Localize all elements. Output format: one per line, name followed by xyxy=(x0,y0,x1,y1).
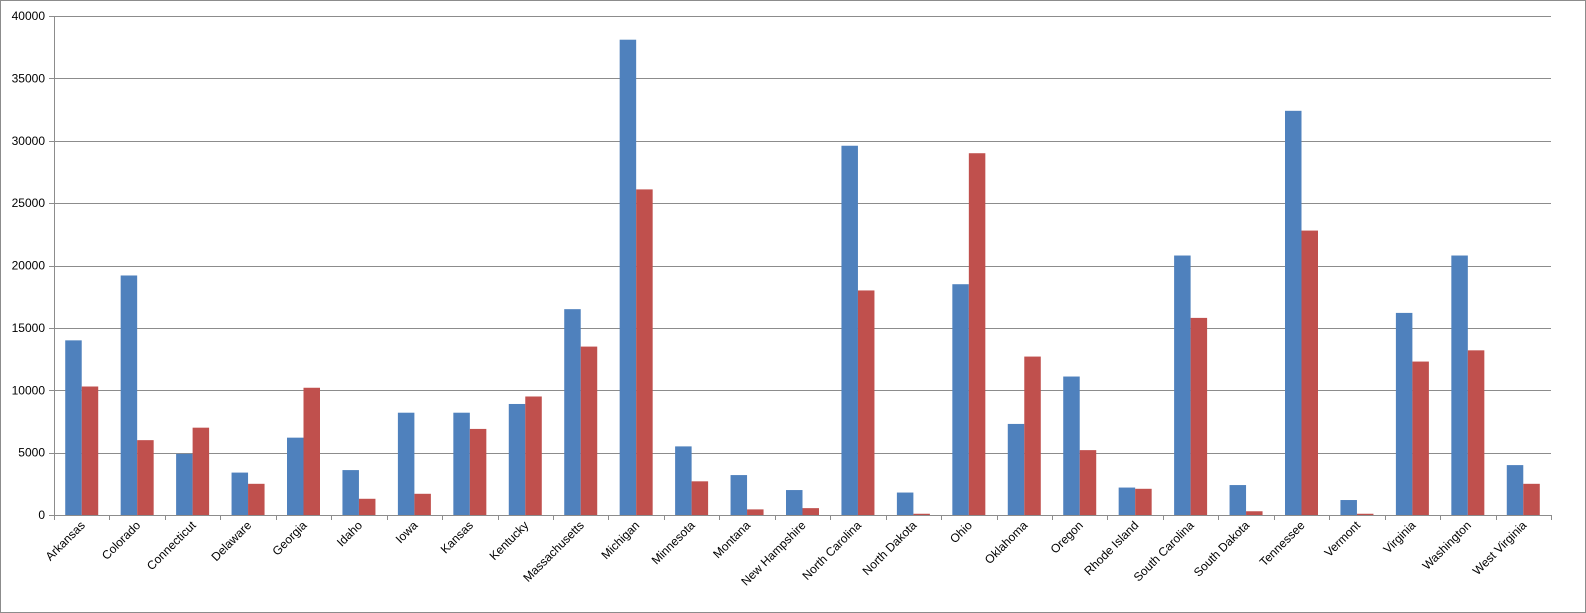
bar-series-2 xyxy=(747,509,764,515)
bar-series-1 xyxy=(730,475,748,515)
bar-series-2 xyxy=(248,483,265,515)
bar-series-2 xyxy=(1523,483,1540,515)
bar-series-1 xyxy=(231,472,249,515)
bar-series-1 xyxy=(176,453,193,515)
x-category-label: Washington xyxy=(1420,518,1474,572)
x-category-label: Iowa xyxy=(393,518,421,546)
x-category-label: Idaho xyxy=(334,518,365,549)
x-category-label: Oregon xyxy=(1048,518,1086,556)
x-category-label: Georgia xyxy=(270,518,310,558)
bar-series-2 xyxy=(857,290,875,515)
x-category-label: Ohio xyxy=(947,518,975,546)
x-category-label: Delaware xyxy=(208,518,254,564)
x-category-label: Minnesota xyxy=(649,518,698,567)
bar-series-2 xyxy=(691,481,709,515)
bar-series-2 xyxy=(81,386,99,515)
bar-series-2 xyxy=(968,153,986,515)
bar-series-1 xyxy=(896,492,914,515)
bar-series-1 xyxy=(952,284,969,515)
bar-series-1 xyxy=(65,340,82,515)
x-axis-category-labels: Arkansas Colorado Connecticut Delaware Georg… xyxy=(43,518,1530,589)
y-tick-label: 10000 xyxy=(12,383,46,397)
bar-series-1 xyxy=(397,412,415,515)
bar-series-2 xyxy=(1190,317,1208,515)
bar-series-1 xyxy=(453,412,470,515)
bar-series-1 xyxy=(1118,487,1136,515)
x-category-label: Kansas xyxy=(438,518,476,556)
bar-series-2 xyxy=(1246,511,1263,515)
x-category-label: Montana xyxy=(710,518,753,561)
bar-series-2 xyxy=(636,189,653,515)
bar-series-2 xyxy=(137,440,154,515)
bar-series-2 xyxy=(303,387,320,515)
bar-series-1 xyxy=(675,446,692,515)
bar-series-2 xyxy=(1301,230,1318,515)
x-category-label: North Dakota xyxy=(860,518,920,578)
bar-series-2 xyxy=(580,346,598,515)
bar-series-1 xyxy=(1007,423,1025,515)
y-tick-label: 0 xyxy=(38,508,45,522)
x-category-label: Oklahoma xyxy=(982,518,1031,567)
y-tick-label: 20000 xyxy=(12,259,46,273)
x-category-label: Virginia xyxy=(1380,518,1418,556)
bar-series-2 xyxy=(469,428,487,515)
y-tick-label: 5000 xyxy=(18,446,45,460)
bar-series-2 xyxy=(802,508,819,515)
bar-series-2 xyxy=(1024,356,1041,515)
bar-series-1 xyxy=(1285,110,1302,515)
bar-series-1 xyxy=(1174,255,1191,515)
x-category-label: South Dakota xyxy=(1191,518,1253,580)
y-tick-label: 35000 xyxy=(12,71,46,85)
bar-series-2 xyxy=(192,427,210,515)
bar-series-1 xyxy=(342,470,359,515)
x-category-label: West Virginia xyxy=(1470,518,1530,578)
bar-series-1 xyxy=(619,39,637,515)
bar-series-2 xyxy=(1135,488,1152,515)
bar-series-1 xyxy=(287,437,304,515)
y-tick-label: 30000 xyxy=(12,134,46,148)
axes xyxy=(49,16,1552,520)
bar-series-1 xyxy=(508,403,526,515)
x-category-label: Arkansas xyxy=(43,518,88,563)
y-tick-label: 40000 xyxy=(12,9,46,23)
bar-series-1 xyxy=(1395,312,1413,515)
bar-series-1 xyxy=(1229,485,1247,515)
bar-series-1 xyxy=(1063,376,1080,515)
y-axis-tick-labels: 0 5000 10000 15000 20000 25000 30000 35000 40000 xyxy=(12,9,46,522)
bar-series-1 xyxy=(786,490,803,515)
bar-series-1 xyxy=(1340,500,1357,515)
x-category-label: Rhode Island xyxy=(1081,518,1141,578)
bar-series-1 xyxy=(1506,465,1524,515)
gridlines xyxy=(54,16,1551,454)
y-tick-label: 25000 xyxy=(12,196,46,210)
bar-series-1 xyxy=(120,275,138,515)
bar-series-2 xyxy=(1412,361,1429,515)
x-category-label: Michigan xyxy=(598,518,642,562)
bar-series-2 xyxy=(525,396,542,515)
x-category-label: Vermont xyxy=(1322,518,1364,560)
bar-series-2 xyxy=(1356,513,1374,515)
bar-series-1 xyxy=(564,309,581,515)
x-category-label: Kentucky xyxy=(487,518,532,563)
bar-series-2 xyxy=(414,493,431,515)
x-category-label: Connecticut xyxy=(144,518,199,573)
bar-series-2 xyxy=(913,513,930,515)
bar-series-2 xyxy=(1467,350,1485,515)
x-category-label: Colorado xyxy=(99,518,144,563)
x-category-label: Tennessee xyxy=(1257,518,1308,569)
bar-series-2 xyxy=(1079,450,1097,515)
x-category-label: North Carolina xyxy=(799,518,864,583)
bar-series-2 xyxy=(358,498,376,515)
bar-series-1 xyxy=(1451,255,1468,515)
bar-series-1 xyxy=(841,145,858,516)
y-tick-label: 15000 xyxy=(12,321,46,335)
bars xyxy=(65,39,1540,516)
